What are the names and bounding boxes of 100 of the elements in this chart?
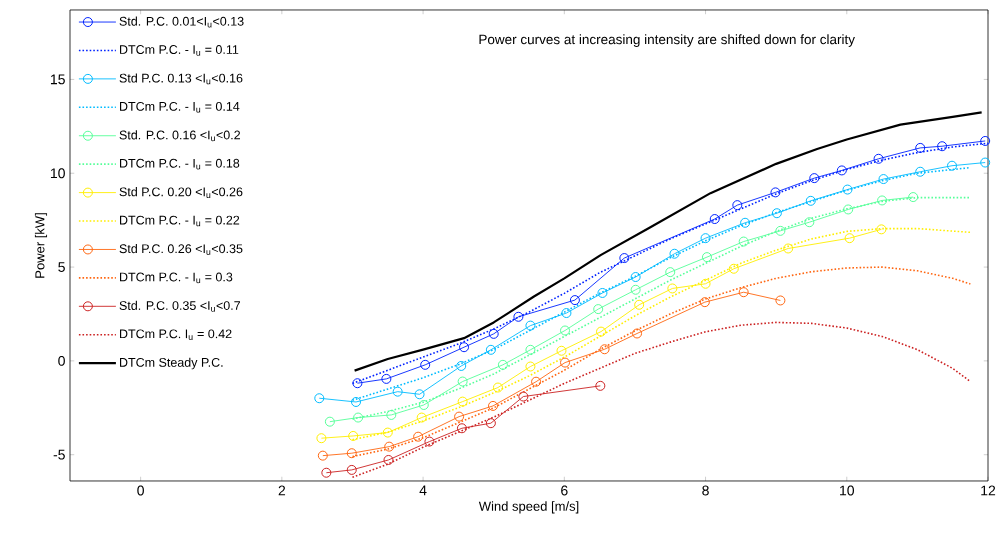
- point: [352, 378, 363, 389]
- legend-label: DTCm P.C. - I$_{u}$ = 0.18: [120, 158, 240, 170]
- point: [457, 376, 468, 387]
- point: [700, 278, 711, 289]
- point: [699, 297, 710, 308]
- point: [454, 411, 465, 422]
- legend-label: Std. P.C. 0.01<I$_{u}$<0.13: [119, 16, 244, 28]
- annotation: Power curves at increasing intensity are shifted down for clarity: [479, 34, 855, 47]
- point: [392, 386, 403, 397]
- point: [596, 326, 607, 337]
- point: [844, 233, 855, 244]
- point: [619, 253, 630, 264]
- point: [513, 311, 524, 322]
- legend-label: DTCm P.C. - I$_{u}$ = 0.11: [120, 45, 239, 56]
- point: [701, 252, 712, 263]
- point: [770, 187, 781, 198]
- x-axis-title: Wind speed [m/s]: [478, 501, 579, 514]
- point: [386, 409, 397, 420]
- point: [873, 153, 884, 164]
- point: [414, 389, 425, 400]
- point: [980, 157, 991, 168]
- point: [804, 217, 815, 228]
- point: [485, 418, 496, 429]
- point: [915, 166, 926, 177]
- point: [324, 416, 335, 427]
- point: [457, 396, 468, 407]
- x-tick-label: 0: [137, 485, 144, 496]
- legend-label: Std. P.C. 0.16 <I$_{u}$<0.2: [119, 130, 241, 142]
- x-tick-label: 10: [840, 485, 855, 496]
- point: [382, 427, 393, 438]
- point: [316, 433, 327, 444]
- legend-label: Std P.C. 0.26 <I$_{u}$<0.35: [119, 243, 243, 255]
- point: [317, 450, 328, 461]
- point: [525, 361, 536, 372]
- point: [525, 320, 536, 331]
- point: [805, 195, 816, 206]
- point: [630, 284, 641, 295]
- point: [599, 344, 610, 355]
- y-tick-label: 5: [58, 262, 65, 272]
- point: [384, 441, 395, 452]
- point: [556, 345, 567, 356]
- point: [783, 243, 794, 254]
- point: [348, 430, 359, 441]
- point: [420, 359, 431, 370]
- point: [459, 342, 470, 353]
- point: [667, 283, 678, 294]
- legend-label: Std P.C. 0.13 <I$_{u}$<0.16: [119, 73, 243, 85]
- point: [346, 448, 357, 459]
- x-tick-label: 12: [981, 485, 996, 496]
- point: [488, 400, 498, 411]
- point: [836, 165, 847, 176]
- point: [424, 436, 435, 447]
- point: [485, 344, 496, 355]
- point: [709, 214, 720, 225]
- point: [630, 272, 641, 283]
- point: [947, 160, 957, 171]
- point: [738, 236, 749, 247]
- x-tick-label: 4: [419, 485, 427, 496]
- point: [669, 248, 680, 259]
- point: [418, 399, 429, 410]
- x-tick-label: 8: [702, 485, 709, 496]
- legend-label: DTCm Steady P.C.: [120, 357, 223, 370]
- point: [416, 412, 427, 423]
- point: [531, 376, 542, 387]
- point: [351, 396, 361, 407]
- point: [876, 224, 887, 235]
- point: [595, 380, 606, 391]
- point: [738, 287, 749, 298]
- point: [843, 204, 854, 215]
- point: [809, 173, 820, 184]
- point: [728, 263, 739, 274]
- point: [492, 382, 503, 393]
- point: [381, 373, 392, 384]
- point: [775, 295, 786, 306]
- point: [665, 267, 676, 278]
- point: [569, 295, 580, 306]
- point: [915, 142, 926, 153]
- legend-label: Std. P.C. 0.35 <I$_{u}$<0.7: [119, 300, 241, 312]
- point: [497, 359, 508, 370]
- point: [456, 423, 467, 434]
- point: [877, 195, 888, 206]
- point: [321, 467, 332, 478]
- point: [937, 141, 948, 152]
- point: [346, 464, 357, 475]
- legend-label: DTCm P.C. I$_{u}$ = 0.42: [120, 329, 232, 340]
- point: [383, 454, 394, 465]
- point: [775, 225, 786, 236]
- point: [353, 412, 364, 423]
- point: [560, 325, 571, 336]
- legend-label: DTCm P.C. - I$_{u}$ = 0.14: [120, 101, 240, 113]
- point: [732, 200, 743, 211]
- y-tick-label: -5: [53, 449, 65, 460]
- x-tick-label: 6: [561, 485, 568, 496]
- point: [488, 328, 499, 339]
- point: [597, 287, 608, 298]
- y-tick-label: 10: [50, 168, 65, 179]
- point: [525, 344, 536, 355]
- point: [842, 184, 853, 195]
- point: [561, 308, 572, 319]
- point: [314, 393, 325, 404]
